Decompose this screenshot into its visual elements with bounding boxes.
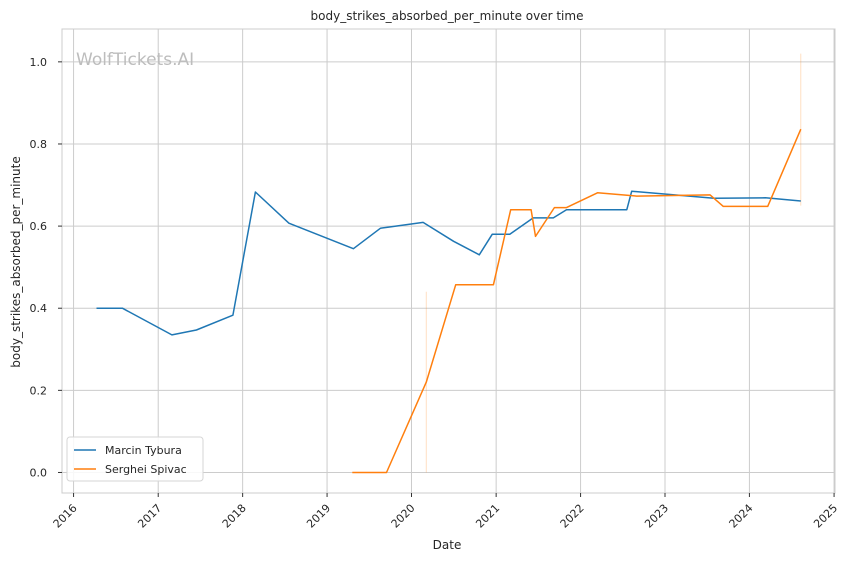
y-tick-label: 0.4 (30, 302, 48, 315)
x-axis-label: Date (433, 538, 462, 552)
grid-lines (62, 29, 835, 493)
legend-label: Serghei Spivac (105, 463, 187, 476)
plot-frame (61, 28, 836, 494)
legend: Marcin Tybura Serghei Spivac (66, 436, 204, 482)
series-lines (96, 128, 802, 474)
y-axis-ticks: 0.0 0.2 0.4 0.6 0.8 1.0 (30, 56, 62, 479)
y-tick-label: 0.8 (30, 138, 48, 151)
y-axis-label: body_strikes_absorbed_per_minute (9, 156, 23, 367)
watermark: WolfTickets.AI (76, 50, 194, 70)
series-line (352, 128, 802, 474)
watermark-text: WolfTickets.AI (76, 50, 194, 70)
y-tick-label: 0.2 (30, 384, 48, 397)
legend-label: Marcin Tybura (105, 444, 182, 457)
y-tick-label: 0.6 (30, 220, 48, 233)
series-line (96, 190, 801, 336)
chart-title: body_strikes_absorbed_per_minute over ti… (311, 9, 584, 23)
y-tick-label: 1.0 (30, 56, 48, 69)
legend-box (66, 436, 204, 482)
y-tick-label: 0.0 (30, 466, 48, 479)
